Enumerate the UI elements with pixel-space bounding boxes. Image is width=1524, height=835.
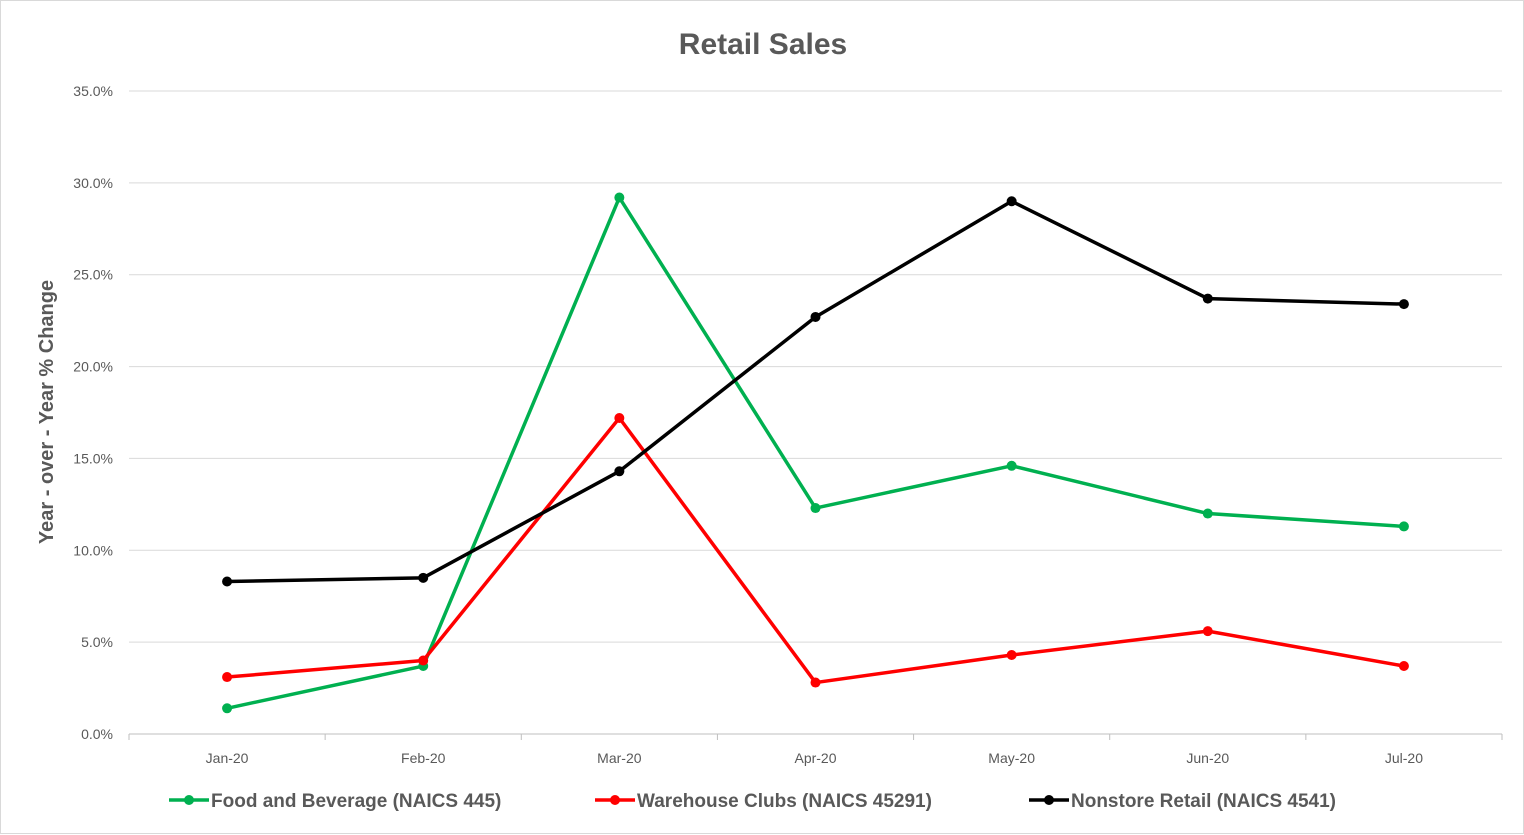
- data-point: [810, 677, 821, 688]
- y-tick-label: 0.0%: [81, 726, 113, 742]
- legend-marker: [610, 795, 620, 805]
- y-tick-label: 30.0%: [73, 175, 113, 191]
- data-point: [810, 311, 821, 322]
- data-point: [222, 703, 233, 714]
- data-point: [1398, 521, 1409, 532]
- series-1: [222, 192, 1409, 714]
- data-point: [1202, 626, 1213, 637]
- data-point: [1398, 299, 1409, 310]
- legend: Food and Beverage (NAICS 445) Warehouse C…: [169, 791, 1336, 812]
- data-point: [1006, 460, 1017, 471]
- data-point: [1006, 196, 1017, 207]
- x-tick-label: Feb-20: [401, 750, 446, 766]
- legend-label: Nonstore Retail (NAICS 4541): [1071, 791, 1336, 812]
- x-tick-label: Mar-20: [597, 750, 642, 766]
- data-point: [614, 192, 625, 203]
- x-tick-label: Jun-20: [1186, 750, 1229, 766]
- data-point: [810, 503, 821, 514]
- data-point: [614, 413, 625, 424]
- legend-item: Warehouse Clubs (NAICS 45291): [595, 791, 932, 812]
- legend-marker: [184, 795, 194, 805]
- y-axis-label: Year - over - Year % Change: [36, 280, 58, 544]
- y-tick-label: 10.0%: [73, 542, 113, 558]
- y-tick-label: 35.0%: [73, 83, 113, 99]
- data-point: [418, 655, 429, 666]
- x-tick-label: May-20: [988, 750, 1035, 766]
- legend-item: Food and Beverage (NAICS 445): [169, 791, 501, 812]
- legend-marker: [1044, 795, 1054, 805]
- legend-item: Nonstore Retail (NAICS 4541): [1029, 791, 1336, 812]
- x-tick-label: Jan-20: [206, 750, 249, 766]
- data-point: [614, 466, 625, 477]
- data-point: [1202, 293, 1213, 304]
- data-point: [1006, 650, 1017, 661]
- data-point: [1398, 661, 1409, 672]
- chart-title: Retail Sales: [679, 28, 847, 61]
- x-tick-label: Apr-20: [794, 750, 836, 766]
- x-tick-label: Jul-20: [1385, 750, 1423, 766]
- series-2: [222, 413, 1409, 688]
- y-tick-label: 20.0%: [73, 359, 113, 375]
- series-line: [227, 199, 1404, 584]
- series-layer: [222, 192, 1409, 714]
- axes: 0.0% 5.0% 10.0% 15.0% 20.0% 25.0% 30.0% 35.0% Ja…: [73, 83, 1503, 766]
- data-point: [1202, 508, 1213, 519]
- data-point: [222, 576, 233, 587]
- series-line: [226, 195, 1405, 710]
- legend-label: Food and Beverage (NAICS 445): [211, 791, 501, 812]
- data-point: [418, 572, 429, 583]
- gridlines: [129, 90, 1502, 643]
- y-tick-label: 15.0%: [73, 450, 113, 466]
- y-tick-label: 25.0%: [73, 267, 113, 283]
- series-3: [222, 196, 1409, 587]
- y-tick-label: 5.0%: [81, 634, 113, 650]
- legend-label: Warehouse Clubs (NAICS 45291): [637, 791, 932, 812]
- data-point: [222, 672, 233, 683]
